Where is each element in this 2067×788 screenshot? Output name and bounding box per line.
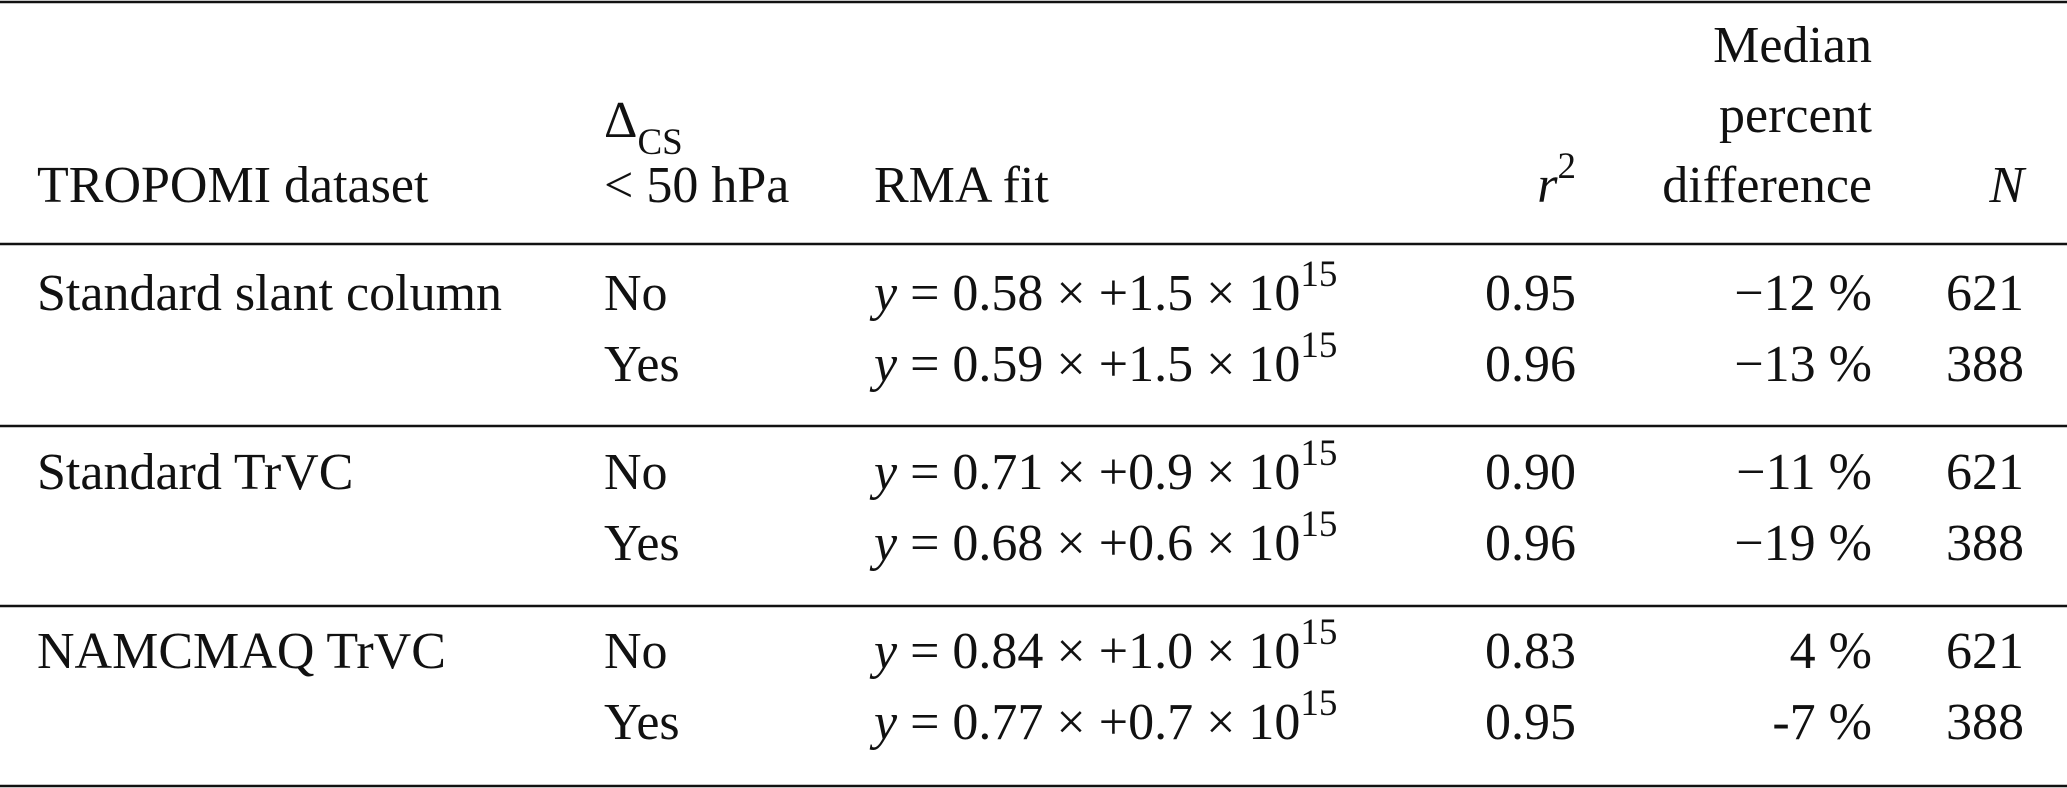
cs-flag: Yes: [604, 515, 680, 572]
cs-flag: No: [604, 265, 668, 322]
fit-var: y: [869, 336, 898, 393]
fit: y = 0.59 × +1.5 × 1015: [869, 325, 1337, 393]
fit-var: y: [869, 623, 898, 680]
fit-expr: = 0.59 × +1.5 × 10: [897, 336, 1300, 393]
fit-var: y: [869, 694, 898, 751]
fit-exp: 15: [1300, 504, 1337, 545]
median: 4 %: [1790, 623, 1872, 680]
header-median: Median: [1713, 17, 1872, 74]
r2-sup: 2: [1558, 146, 1577, 187]
r2-base: r: [1537, 157, 1558, 214]
median: −13 %: [1734, 336, 1872, 393]
header-delta: ΔCS: [604, 92, 683, 163]
median: −11 %: [1736, 444, 1872, 501]
cs-flag: Yes: [604, 694, 680, 751]
header-r2: r2: [1537, 146, 1576, 214]
dataset: Standard slant column: [37, 265, 502, 322]
fit-expr: = 0.71 × +0.9 × 10: [897, 444, 1300, 501]
header-delta-cond: < 50 hPa: [604, 157, 789, 214]
cs-flag: Yes: [604, 336, 680, 393]
fit: y = 0.77 × +0.7 × 1015: [869, 683, 1337, 751]
fit-exp: 15: [1300, 254, 1337, 295]
fit-exp: 15: [1300, 325, 1337, 366]
median: −19 %: [1734, 515, 1872, 572]
n: 621: [1946, 623, 2024, 680]
median: -7 %: [1772, 694, 1872, 751]
n: 621: [1946, 444, 2024, 501]
fit-var: y: [869, 444, 898, 501]
dataset: Standard TrVC: [37, 444, 353, 501]
fit: y = 0.68 × +0.6 × 1015: [869, 504, 1337, 572]
fit-var: y: [869, 515, 898, 572]
fit-exp: 15: [1300, 612, 1337, 653]
header-median: difference: [1662, 157, 1872, 214]
delta-symbol: Δ: [604, 92, 637, 149]
fit-var: y: [869, 265, 898, 322]
n: 621: [1946, 265, 2024, 322]
n: 388: [1946, 515, 2024, 572]
median: −12 %: [1734, 265, 1872, 322]
r2: 0.96: [1485, 336, 1576, 393]
r2: 0.83: [1485, 623, 1576, 680]
header-median: percent: [1719, 87, 1873, 144]
fit-expr: = 0.68 × +0.6 × 10: [897, 515, 1300, 572]
r2: 0.95: [1485, 265, 1576, 322]
fit: y = 0.58 × +1.5 × 1015: [869, 254, 1337, 322]
fit-exp: 15: [1300, 683, 1337, 724]
delta-sub: CS: [637, 122, 682, 163]
fit-expr: = 0.58 × +1.5 × 10: [897, 265, 1300, 322]
cs-flag: No: [604, 444, 668, 501]
n: 388: [1946, 694, 2024, 751]
r2: 0.90: [1485, 444, 1576, 501]
r2: 0.96: [1485, 515, 1576, 572]
fit: y = 0.71 × +0.9 × 1015: [869, 433, 1337, 501]
fit-expr: = 0.77 × +0.7 × 10: [897, 694, 1300, 751]
header-fit: RMA fit: [874, 157, 1049, 214]
dataset: NAMCMAQ TrVC: [37, 623, 446, 680]
r2: 0.95: [1485, 694, 1576, 751]
fit-exp: 15: [1300, 433, 1337, 474]
n: 388: [1946, 336, 2024, 393]
header-dataset: TROPOMI dataset: [37, 157, 429, 214]
fit-expr: = 0.84 × +1.0 × 10: [897, 623, 1300, 680]
fit: y = 0.84 × +1.0 × 1015: [869, 612, 1337, 680]
header-n: N: [1988, 157, 2027, 214]
cs-flag: No: [604, 623, 668, 680]
